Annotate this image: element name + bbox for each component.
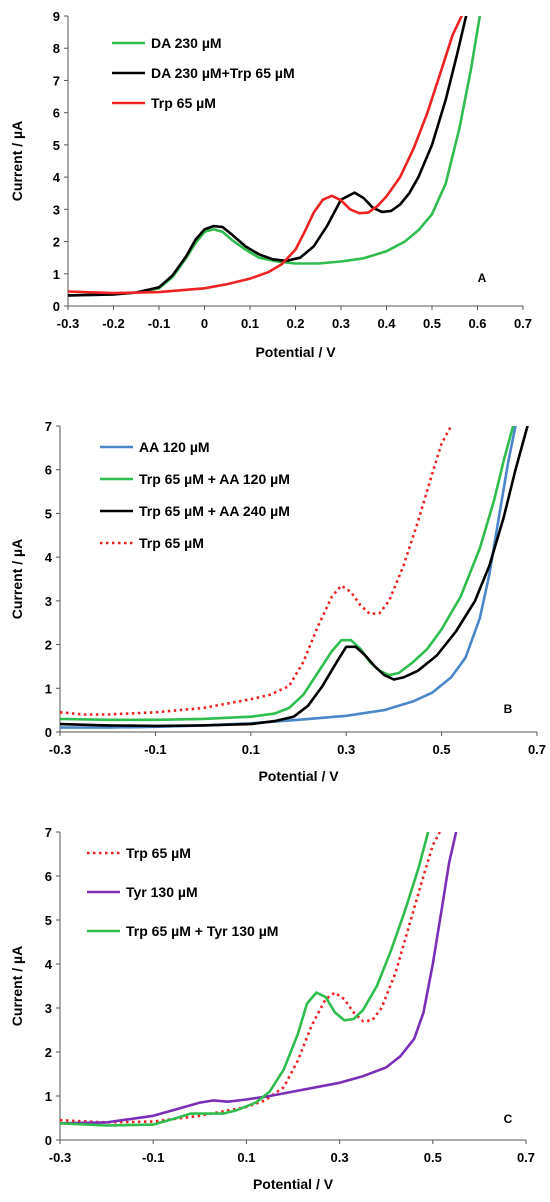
x-tick-label: 0.4	[377, 316, 396, 331]
y-axis-label: Current / µA	[9, 539, 25, 619]
x-tick-label: 0.5	[423, 316, 441, 331]
legend-label: Trp 65 µM + Tyr 130 µM	[126, 923, 278, 939]
series-line-2	[60, 426, 515, 722]
y-tick-label: 2	[45, 1045, 52, 1060]
y-tick-label: 6	[53, 106, 60, 121]
y-tick-label: 0	[45, 725, 52, 740]
y-tick-label: 1	[45, 681, 52, 696]
x-tick-label: 0.5	[424, 1150, 442, 1165]
x-axis-label: Potential / V	[258, 768, 339, 784]
x-tick-label: 0.3	[332, 316, 350, 331]
x-tick-label: 0.1	[241, 316, 259, 331]
x-tick-label: -0.3	[49, 742, 71, 757]
y-tick-label: 7	[45, 419, 52, 434]
y-tick-label: 5	[45, 913, 52, 928]
y-tick-label: 4	[45, 957, 53, 972]
y-tick-label: 3	[45, 594, 52, 609]
legend-label: Tyr 130 µM	[126, 884, 198, 900]
x-tick-label: 0.7	[517, 1150, 535, 1165]
x-tick-label: 0.1	[242, 742, 260, 757]
panel-label: B	[504, 702, 513, 716]
y-tick-label: 8	[53, 41, 60, 56]
legend-label: Trp 65 µM + AA 120 µM	[139, 471, 290, 487]
legend-label: DA 230 µM	[151, 35, 222, 51]
y-tick-label: 3	[53, 202, 60, 217]
series-line-1	[68, 16, 482, 297]
y-tick-label: 7	[45, 825, 52, 840]
y-tick-label: 2	[53, 235, 60, 250]
x-tick-label: -0.1	[142, 1150, 164, 1165]
y-tick-label: 6	[45, 869, 52, 884]
panel-label: A	[478, 271, 487, 285]
x-axis-label: Potential / V	[253, 1176, 334, 1192]
series-line-2	[68, 16, 468, 297]
chart-panel-c: 0 1 2 3 4 5 6 7 -0.3 -0.1 0.1 0.3 0.5 0.7 Potential / …	[9, 825, 535, 1192]
chart-panel-a: 0 1 2 3 4 5 6 7 8 9 -0.3 -0.2 -0.1 0 0.1 0.2 0.3 0.4 0.5 0.…	[9, 9, 532, 360]
legend-label: Trp 65 µM	[151, 95, 216, 111]
y-axis-label: Current / µA	[9, 946, 25, 1026]
x-tick-label: 0.7	[528, 742, 546, 757]
series-line-3	[68, 16, 463, 295]
legend-label: DA 230 µM+Trp 65 µM	[151, 65, 295, 81]
x-tick-label: -0.2	[102, 316, 124, 331]
x-tick-label: 0.3	[331, 1150, 349, 1165]
y-tick-label: 5	[53, 138, 60, 153]
y-tick-label: 6	[45, 463, 52, 478]
y-tick-label: 3	[45, 1001, 52, 1016]
y-tick-label: 1	[53, 267, 60, 282]
x-tick-label: 0.6	[468, 316, 486, 331]
y-tick-label: 0	[45, 1133, 52, 1148]
y-tick-label: 4	[45, 550, 53, 565]
series-line-2	[60, 832, 458, 1125]
x-tick-label: 0.1	[237, 1150, 255, 1165]
legend-label: Trp 65 µM + AA 240 µM	[139, 503, 290, 519]
x-tick-label: -0.3	[57, 316, 79, 331]
y-tick-label: 0	[53, 299, 60, 314]
legend-label: AA 120 µM	[139, 439, 210, 455]
y-tick-label: 2	[45, 638, 52, 653]
x-tick-label: -0.3	[49, 1150, 71, 1165]
series-line-4	[60, 426, 453, 716]
x-tick-label: -0.1	[144, 742, 166, 757]
x-tick-label: 0.3	[337, 742, 355, 757]
y-tick-label: 4	[53, 170, 61, 185]
series-line-3	[60, 832, 430, 1127]
chart-panel-b: 0 1 2 3 4 5 6 7 -0.3 -0.1 0.1 0.3 0.5 0.7 Potential / …	[9, 419, 546, 784]
y-tick-label: 9	[53, 9, 60, 24]
x-tick-label: 0.5	[433, 742, 451, 757]
legend-label: Trp 65 µM	[139, 535, 204, 551]
x-tick-label: 0.7	[514, 316, 532, 331]
y-tick-label: 7	[53, 73, 60, 88]
x-axis-label: Potential / V	[255, 344, 336, 360]
x-tick-label: -0.1	[148, 316, 170, 331]
panel-label: C	[504, 1112, 513, 1126]
x-tick-label: 0.2	[286, 316, 304, 331]
y-tick-label: 5	[45, 506, 52, 521]
series-line-1	[60, 832, 441, 1124]
series-line-3	[60, 426, 529, 728]
x-tick-label: 0	[201, 316, 208, 331]
legend-label: Trp 65 µM	[126, 845, 191, 861]
y-axis-label: Current / µA	[9, 121, 25, 201]
y-tick-label: 1	[45, 1089, 52, 1104]
